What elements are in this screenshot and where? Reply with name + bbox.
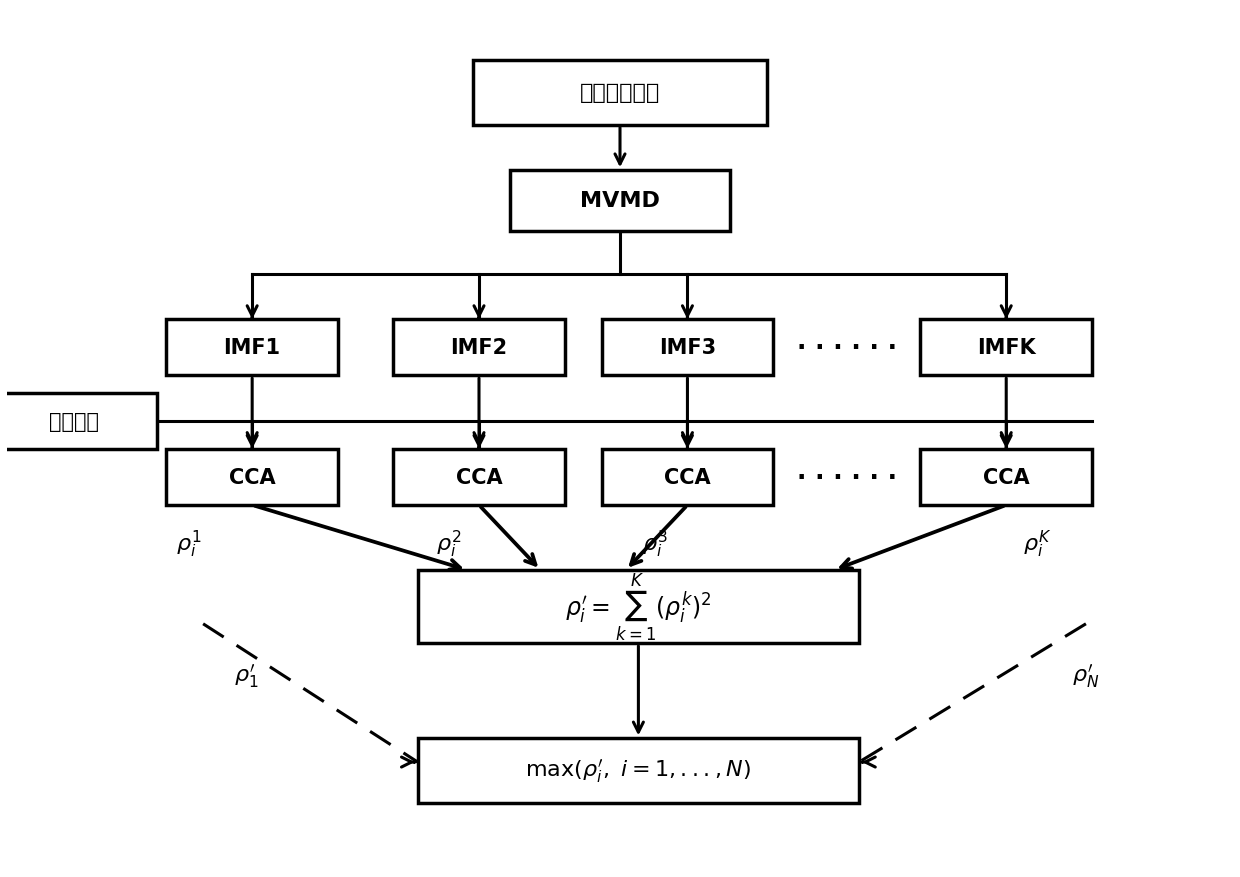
Text: $\rho_i^1$: $\rho_i^1$: [176, 528, 201, 560]
FancyBboxPatch shape: [920, 320, 1092, 376]
FancyBboxPatch shape: [393, 449, 565, 505]
Text: $\rho_N^{\prime}$: $\rho_N^{\prime}$: [1073, 662, 1100, 689]
Text: $\rho_i^K$: $\rho_i^K$: [1023, 528, 1052, 560]
Text: IMF2: IMF2: [450, 338, 507, 358]
Text: $\rho_i^3$: $\rho_i^3$: [641, 528, 667, 560]
Text: $\rho_i^2$: $\rho_i^2$: [435, 528, 461, 560]
Text: $\rho_i^{\prime}=\sum_{k=1}^{K}(\rho_i^k)^2$: $\rho_i^{\prime}=\sum_{k=1}^{K}(\rho_i^k…: [565, 571, 712, 643]
Text: CCA: CCA: [665, 467, 711, 488]
FancyBboxPatch shape: [601, 320, 774, 376]
Text: 原始脑电信号: 原始脑电信号: [580, 83, 660, 103]
FancyBboxPatch shape: [166, 320, 339, 376]
Text: IMFK: IMFK: [977, 338, 1035, 358]
FancyBboxPatch shape: [601, 449, 774, 505]
FancyBboxPatch shape: [418, 570, 859, 644]
Text: · · · · · ·: · · · · · ·: [797, 466, 897, 489]
Text: CCA: CCA: [455, 467, 502, 488]
Text: $\rho_1^{\prime}$: $\rho_1^{\prime}$: [234, 662, 258, 689]
Text: CCA: CCA: [983, 467, 1029, 488]
FancyBboxPatch shape: [472, 61, 768, 125]
Text: · · · · · ·: · · · · · ·: [797, 336, 897, 360]
FancyBboxPatch shape: [393, 320, 565, 376]
Text: MVMD: MVMD: [580, 191, 660, 211]
FancyBboxPatch shape: [418, 738, 859, 803]
Text: IMF1: IMF1: [223, 338, 280, 358]
FancyBboxPatch shape: [166, 449, 339, 505]
FancyBboxPatch shape: [0, 393, 157, 449]
Text: IMF3: IMF3: [658, 338, 715, 358]
FancyBboxPatch shape: [510, 171, 730, 232]
Text: $\mathrm{max}(\rho_i^{\prime},\ \underset{}{i}=1,...,N)$: $\mathrm{max}(\rho_i^{\prime},\ \underse…: [526, 757, 751, 785]
Text: CCA: CCA: [229, 467, 275, 488]
FancyBboxPatch shape: [920, 449, 1092, 505]
Text: 参考信号: 参考信号: [50, 411, 99, 431]
